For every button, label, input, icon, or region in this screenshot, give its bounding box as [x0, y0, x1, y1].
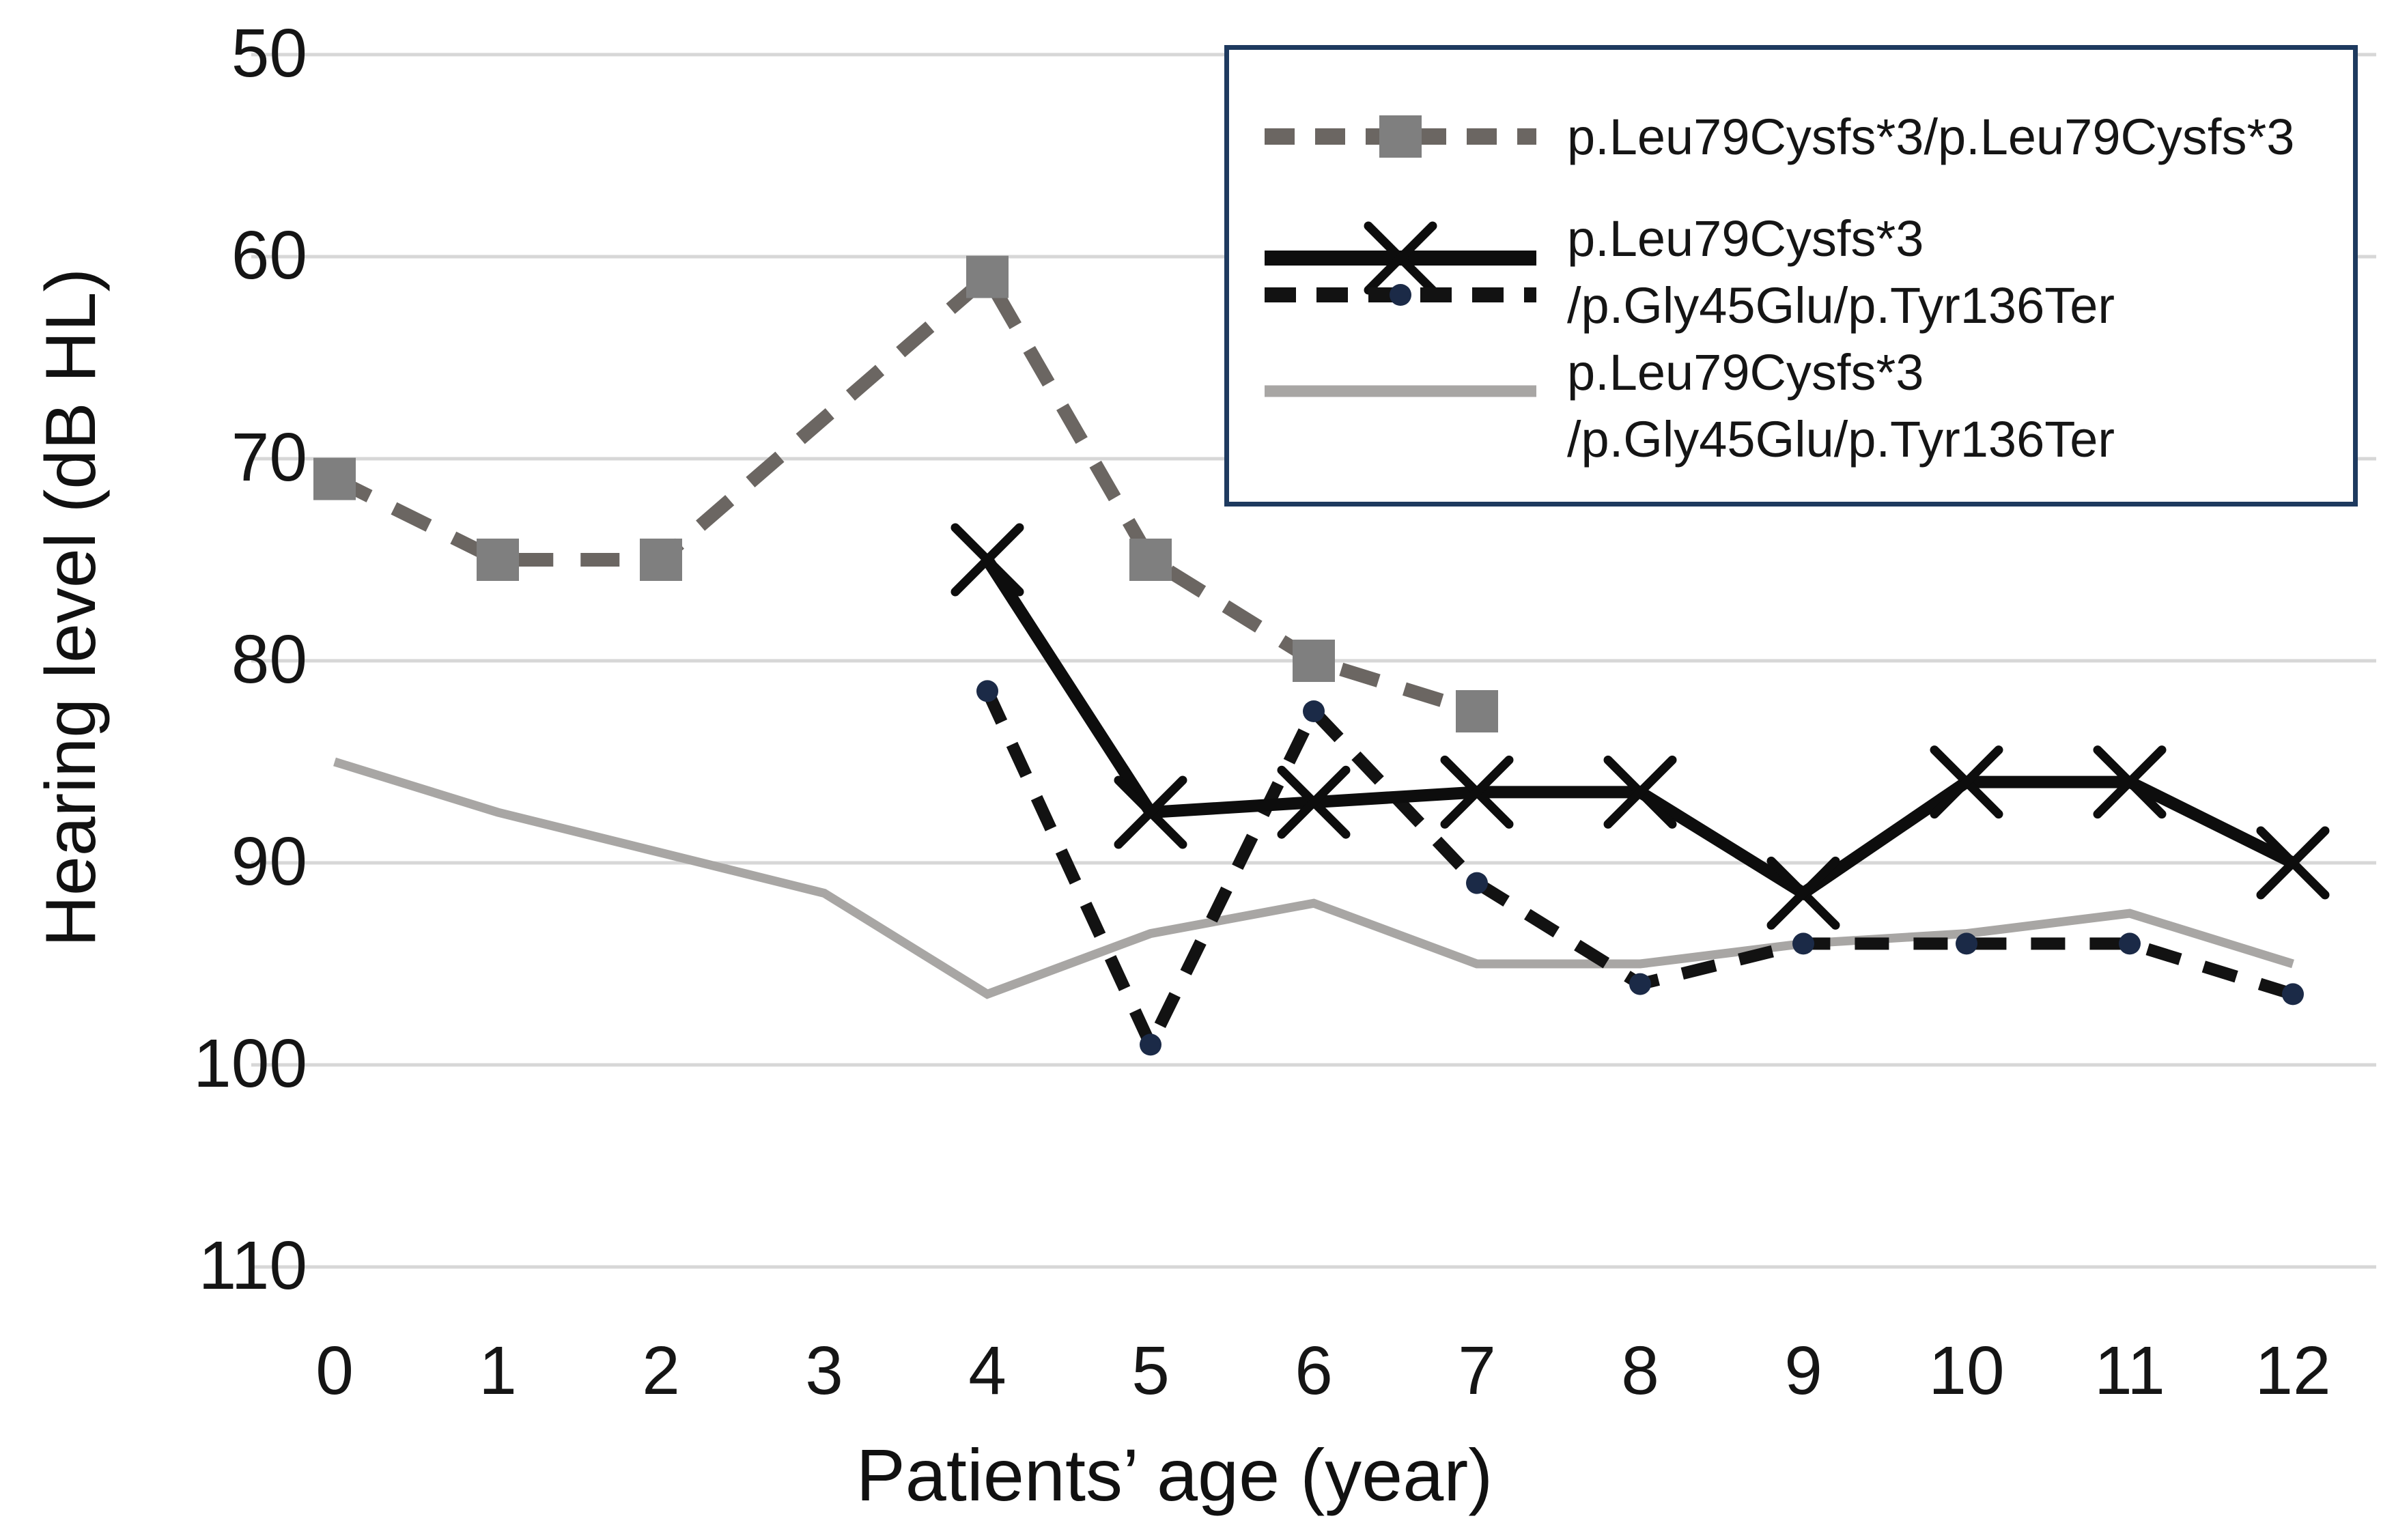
x-tick-label: 3 — [805, 1332, 843, 1409]
series-dashed-square — [313, 255, 1498, 732]
x-tick-label: 6 — [1295, 1332, 1333, 1409]
legend-entry-label-line: /p.Gly45Glu/p.Tyr136Ter — [1567, 411, 2115, 468]
x-marker — [1766, 856, 1840, 930]
x-tick-label: 4 — [968, 1332, 1006, 1409]
square-marker — [1129, 539, 1172, 581]
legend-entry-label-line: p.Leu79Cysfs*3 — [1567, 210, 1924, 267]
dot-marker — [1629, 973, 1651, 995]
y-tick-label: 50 — [231, 15, 307, 91]
dot-marker — [1140, 1033, 1161, 1056]
y-axis-title: Hearing level (dB HL) — [31, 268, 111, 947]
x-tick-label: 7 — [1458, 1332, 1496, 1409]
dot-marker — [1956, 932, 1977, 955]
x-tick-label: 11 — [2094, 1332, 2165, 1409]
dot-marker — [2282, 983, 2304, 1006]
square-marker — [966, 255, 1009, 298]
square-marker — [1456, 690, 1498, 732]
y-tick-label: 70 — [231, 419, 307, 496]
x-marker — [2093, 745, 2167, 819]
x-tick-label: 10 — [1928, 1332, 2005, 1409]
x-axis-title: Patients’ age (year) — [856, 1434, 1493, 1516]
x-marker — [1603, 755, 1677, 829]
square-marker — [477, 539, 519, 581]
series-solid-x — [950, 523, 2330, 930]
x-marker — [1440, 755, 1514, 829]
square-marker — [1293, 640, 1335, 682]
x-tick-label: 12 — [2255, 1332, 2331, 1409]
dot-marker — [976, 680, 998, 702]
y-tick-label: 90 — [231, 823, 307, 900]
y-tick-label: 60 — [231, 217, 307, 294]
square-marker — [313, 457, 356, 500]
legend-entry-label: p.Leu79Cysfs*3 /p.Gly45Glu/p.Tyr136Ter — [1567, 339, 2115, 473]
x-marker — [1277, 765, 1351, 839]
dot-marker — [2119, 932, 2141, 955]
legend-entry-label-line: p.Leu79Cysfs*3/p.Leu79Cysfs*3 — [1567, 109, 2295, 165]
x-tick-label: 0 — [315, 1332, 354, 1409]
x-tick-label: 5 — [1131, 1332, 1170, 1409]
y-tick-label: 100 — [193, 1025, 307, 1102]
x-tick-label: 1 — [479, 1332, 517, 1409]
y-tick-label: 110 — [198, 1227, 307, 1304]
x-marker — [1930, 745, 2003, 819]
dot-marker — [1303, 700, 1325, 722]
dot-marker — [1466, 872, 1488, 894]
x-marker — [2256, 826, 2330, 900]
legend-entry-label: p.Leu79Cysfs*3 /p.Gly45Glu/p.Tyr136Ter — [1567, 205, 2115, 339]
x-marker — [950, 523, 1024, 597]
square-marker — [640, 539, 682, 581]
x-tick-label: 8 — [1621, 1332, 1659, 1409]
x-marker — [1114, 775, 1187, 849]
x-tick-label: 2 — [642, 1332, 680, 1409]
series-dashed-dot — [976, 680, 2304, 1059]
x-tick-label: 9 — [1784, 1332, 1822, 1409]
dot-marker — [1792, 932, 1814, 955]
legend-entry-label: p.Leu79Cysfs*3/p.Leu79Cysfs*3 — [1567, 104, 2294, 171]
y-tick-label: 80 — [231, 621, 307, 698]
legend-entry-label-line: /p.Gly45Glu/p.Tyr136Ter — [1567, 277, 2115, 334]
legend-entry-label-line: p.Leu79Cysfs*3 — [1567, 344, 1924, 401]
